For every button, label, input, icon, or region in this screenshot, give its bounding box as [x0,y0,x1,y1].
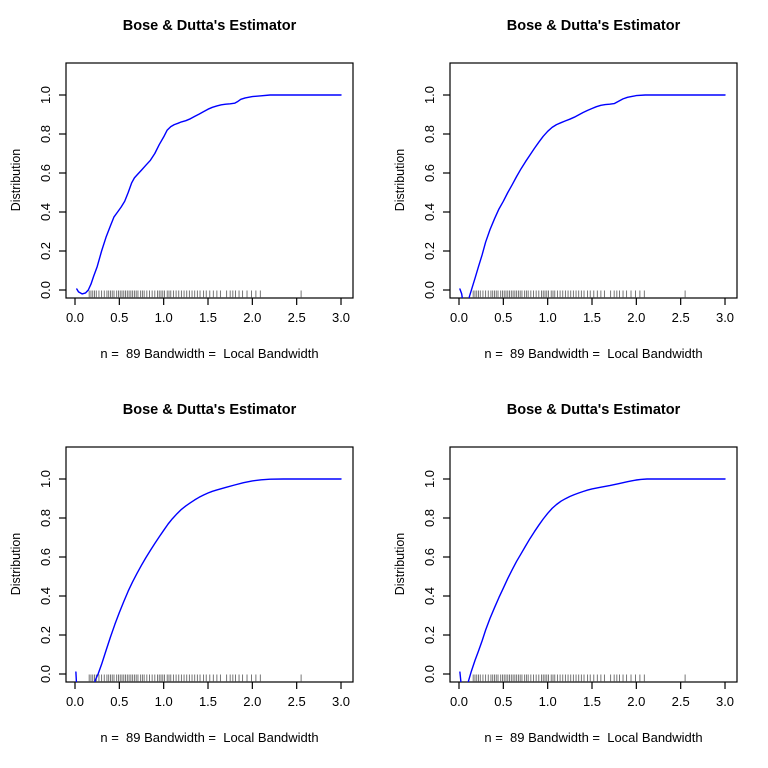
panel-bottom-right: Bose & Dutta's Estimator Distribution n … [384,384,768,768]
x-tick-label: 0.0 [450,694,468,709]
panel-bottom-left: Bose & Dutta's Estimator Distribution n … [0,384,384,768]
plot-area: 0.0 0.5 1.0 1.5 2.0 2.5 3.0 0.0 0.2 0.4 0.6 0.8 1.0 [38,62,354,325]
y-tick-label: 0.0 [422,281,437,299]
x-tick-label: 1.5 [199,694,217,709]
x-tick-label: 0.5 [494,310,512,325]
panel-top-right: Bose & Dutta's Estimator Distribution n … [384,0,768,384]
x-tick-label: 3.0 [716,310,734,325]
plot-canvas: Bose & Dutta's Estimator Distribution n … [9,402,354,745]
y-tick-label: 0.2 [38,626,53,644]
plot-area: 0.0 0.5 1.0 1.5 2.0 2.5 3.0 0.0 0.2 0.4 0.6 0.8 1.0 [422,62,738,325]
distribution-curve [459,94,726,298]
plot-area: 0.0 0.5 1.0 1.5 2.0 2.5 3.0 0.0 0.2 0.4 0.6 0.8 1.0 [422,446,738,709]
y-tick-label: 0.0 [422,665,437,683]
distribution-curve [76,94,342,295]
y-tick-label: 0.0 [38,665,53,683]
plot-canvas: Bose & Dutta's Estimator Distribution n … [9,18,354,361]
y-tick-label: 0.4 [38,203,53,221]
y-tick-label: 0.8 [38,509,53,527]
y-tick-label: 1.0 [422,470,437,488]
x-tick-label: 1.5 [583,694,601,709]
rug-marks [88,290,302,298]
x-tick-label: 0.5 [110,310,128,325]
y-tick-label: 0.6 [38,548,53,566]
y-tick-label: 0.6 [38,164,53,182]
x-tick-label: 2.5 [288,310,306,325]
y-axis-label: Distribution [9,533,23,596]
plot-box [449,62,738,299]
y-tick-label: 0.8 [422,509,437,527]
plot-box [449,446,738,683]
y-tick-label: 1.0 [422,86,437,104]
x-axis-sublabel: n = 89 Bandwidth = Local Bandwidth [100,730,318,745]
x-tick-label: 2.5 [672,310,690,325]
y-tick-label: 0.2 [38,242,53,260]
plot-canvas: Bose & Dutta's Estimator Distribution n … [393,402,738,745]
x-tick-label: 2.0 [243,694,261,709]
panel-top-left: Bose & Dutta's Estimator Distribution n … [0,0,384,384]
y-tick-label: 0.6 [422,164,437,182]
x-tick-label: 2.5 [288,694,306,709]
distribution-curve [75,478,342,682]
x-axis-sublabel: n = 89 Bandwidth = Local Bandwidth [484,730,702,745]
y-axis-label: Distribution [9,149,23,212]
plot-canvas: Bose & Dutta's Estimator Distribution n … [393,18,738,361]
rug-marks [88,674,302,682]
y-tick-label: 0.2 [422,242,437,260]
rug-marks [472,674,686,682]
y-tick-label: 0.8 [38,125,53,143]
x-tick-label: 3.0 [332,694,350,709]
x-tick-label: 0.5 [494,694,512,709]
x-tick-label: 1.0 [539,694,557,709]
y-axis-label: Distribution [393,149,407,212]
plot-title: Bose & Dutta's Estimator [123,18,297,34]
plot-area: 0.0 0.5 1.0 1.5 2.0 2.5 3.0 0.0 0.2 0.4 0.6 0.8 1.0 [38,446,354,709]
plot-box [65,62,354,299]
x-tick-label: 2.0 [627,694,645,709]
y-tick-label: 0.4 [422,587,437,605]
plot-title: Bose & Dutta's Estimator [123,402,297,418]
x-tick-label: 2.0 [243,310,261,325]
x-tick-label: 0.0 [66,310,84,325]
x-tick-label: 2.5 [672,694,690,709]
x-tick-label: 1.0 [155,694,173,709]
y-tick-label: 0.6 [422,548,437,566]
y-tick-label: 0.0 [38,281,53,299]
y-axis-label: Distribution [393,533,407,596]
y-tick-label: 0.4 [38,587,53,605]
plot-title: Bose & Dutta's Estimator [507,402,681,418]
x-tick-label: 1.0 [155,310,173,325]
y-tick-label: 1.0 [38,470,53,488]
y-tick-label: 1.0 [38,86,53,104]
x-tick-label: 3.0 [332,310,350,325]
rug-marks [472,290,686,298]
x-tick-label: 2.0 [627,310,645,325]
plot-title: Bose & Dutta's Estimator [507,18,681,34]
y-tick-label: 0.2 [422,626,437,644]
y-tick-label: 0.8 [422,125,437,143]
x-axis-sublabel: n = 89 Bandwidth = Local Bandwidth [100,346,318,361]
x-tick-label: 0.0 [66,694,84,709]
x-axis-sublabel: n = 89 Bandwidth = Local Bandwidth [484,346,702,361]
x-tick-label: 1.5 [583,310,601,325]
x-tick-label: 1.0 [539,310,557,325]
x-tick-label: 0.0 [450,310,468,325]
plot-box [65,446,354,683]
x-tick-label: 3.0 [716,694,734,709]
distribution-curve [459,478,726,682]
y-tick-label: 0.4 [422,203,437,221]
x-tick-label: 0.5 [110,694,128,709]
x-tick-label: 1.5 [199,310,217,325]
